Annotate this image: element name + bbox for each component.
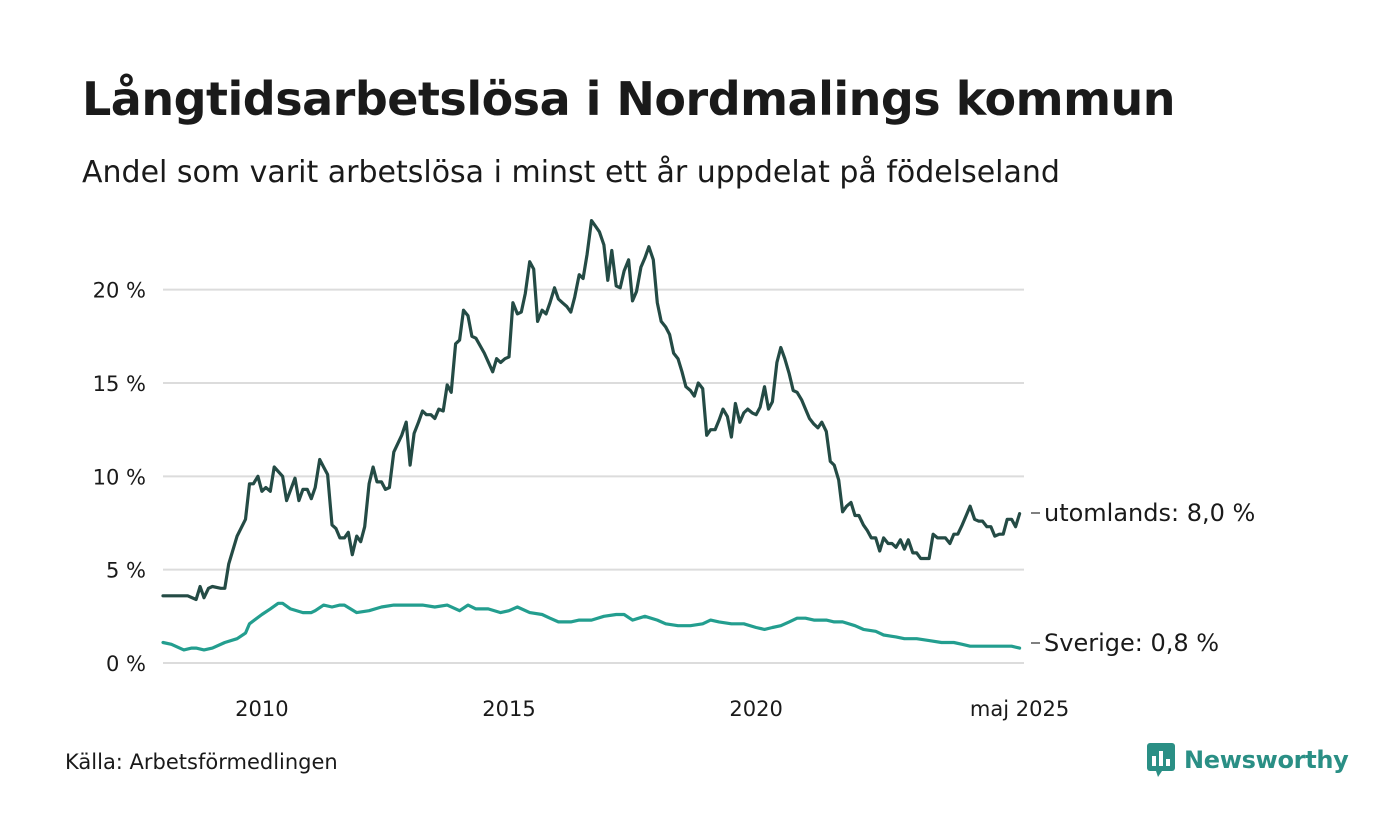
end-labels: utomlands: 8,0 % Sverige: 0,8 % xyxy=(1031,499,1255,657)
x-axis: 2010 2015 2020 maj 2025 xyxy=(235,697,1069,721)
series-line-sverige xyxy=(161,601,1022,652)
x-tick-label: 2015 xyxy=(482,697,535,721)
y-tick-label: 15 % xyxy=(93,372,146,396)
x-tick-label: 2010 xyxy=(235,697,288,721)
y-axis: 0 % 5 % 10 % 15 % 20 % xyxy=(93,279,146,676)
chart-subtitle: Andel som varit arbetslösa i minst ett å… xyxy=(82,155,1060,190)
series-group xyxy=(161,219,1022,652)
end-label-utomlands: utomlands: 8,0 % xyxy=(1044,499,1255,527)
y-tick-label: 10 % xyxy=(93,465,146,489)
brand-name: Newsworthy xyxy=(1184,746,1349,774)
newsworthy-logo-icon xyxy=(1147,743,1175,777)
chart-title: Långtidsarbetslösa i Nordmalings kommun xyxy=(82,72,1176,126)
source-note: Källa: Arbetsförmedlingen xyxy=(65,750,338,774)
x-tick-label: 2020 xyxy=(729,697,782,721)
y-tick-label: 0 % xyxy=(106,652,146,676)
series-line-utomlands xyxy=(161,219,1022,602)
end-label-sverige: Sverige: 0,8 % xyxy=(1044,629,1219,657)
y-tick-label: 20 % xyxy=(93,279,146,303)
y-tick-label: 5 % xyxy=(106,559,146,583)
gridlines xyxy=(163,288,1024,664)
x-tick-label: maj 2025 xyxy=(970,697,1069,721)
brand-logo: Newsworthy xyxy=(1146,742,1349,778)
line-chart: 0 %5 %10 %15 %20 % 2010 2015 2020 maj 2025 … xyxy=(93,219,1255,721)
